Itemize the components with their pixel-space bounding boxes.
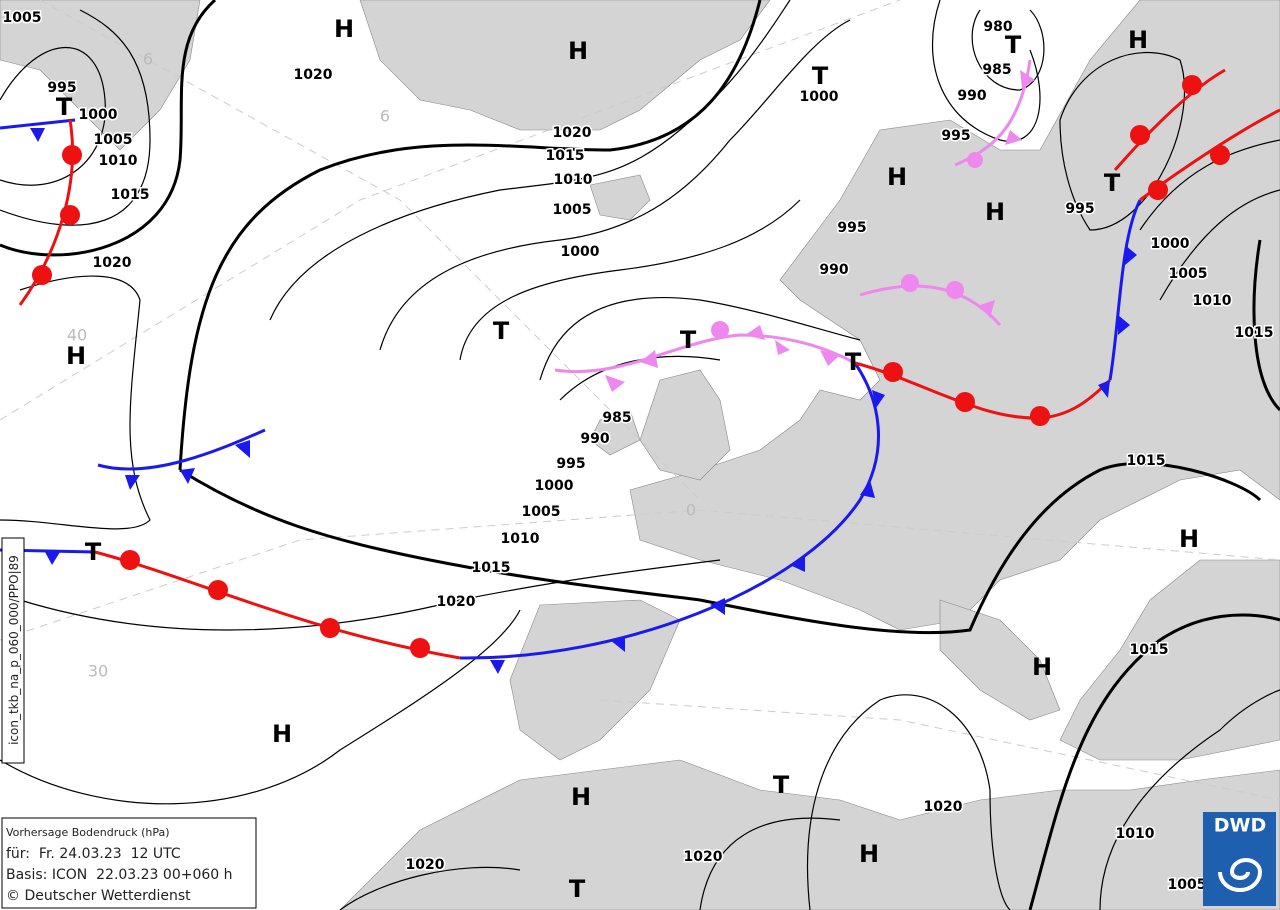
isobar-label: 1010	[1193, 293, 1232, 309]
fronts	[0, 59, 1280, 674]
isobar-label: 1005	[1168, 877, 1207, 893]
isobar-label: 1015	[546, 148, 585, 164]
isobar-label: 1005	[553, 202, 592, 218]
pressure-system: T	[1005, 31, 1022, 59]
pressure-system: T	[812, 62, 829, 90]
isobar-label: 1015	[111, 187, 150, 203]
isobar-label: 1005	[522, 504, 561, 520]
isobar-label: 1000	[79, 107, 118, 123]
pressure-system: T	[569, 875, 586, 903]
isobar-label: 1020	[93, 255, 132, 271]
isobar-label: 1000	[535, 478, 574, 494]
labels: 6640300100599510001005101010151020102010…	[1, 9, 1275, 904]
grid-label: 40	[67, 326, 87, 345]
pressure-system: H	[568, 37, 588, 65]
pressure-system: T	[56, 93, 73, 121]
pressure-system: H	[1128, 26, 1148, 54]
pressure-system: T	[845, 348, 862, 376]
logo: DWD	[1203, 812, 1276, 906]
isobar-label: 1000	[800, 89, 839, 105]
pressure-system: H	[985, 198, 1005, 226]
isobar-label: 1005	[94, 132, 133, 148]
pressure-system: T	[493, 317, 510, 345]
isobar-label: 1015	[1235, 325, 1274, 341]
isobar-label: 1020	[924, 799, 963, 815]
logo-text: DWD	[1214, 815, 1267, 837]
isobar-label: 990	[580, 431, 609, 447]
isobar-label: 1020	[684, 849, 723, 865]
isobar-label: 995	[1065, 201, 1094, 217]
pressure-system: H	[1032, 653, 1052, 681]
pressure-system: T	[680, 326, 697, 354]
legend-valid: für: Fr. 24.03.23 12 UTC	[6, 846, 181, 862]
pressure-system: T	[1104, 169, 1121, 197]
pressure-system: H	[334, 15, 354, 43]
isobar-label: 985	[982, 62, 1011, 78]
isobar-label: 985	[602, 410, 631, 426]
side-label: icon_tkb_na_p_060_000/PPO|89	[7, 555, 21, 745]
isobar-label: 990	[957, 88, 986, 104]
isobar-label: 1000	[561, 244, 600, 260]
pressure-system: T	[773, 771, 790, 799]
isobar-label: 995	[47, 80, 76, 96]
legend-basis: Basis: ICON 22.03.23 00+060 h	[6, 867, 233, 883]
grid	[0, 0, 1280, 801]
isobar-label: 995	[556, 456, 585, 472]
isobar-label: 1015	[472, 560, 511, 576]
isobar-label: 1020	[437, 594, 476, 610]
isobar-label: 1010	[501, 531, 540, 547]
legend-copyright: © Deutscher Wetterdienst	[6, 888, 191, 904]
isobar-label: 1020	[553, 125, 592, 141]
isobar-label: 1020	[406, 857, 445, 873]
isobar-label: 1015	[1127, 453, 1166, 469]
pressure-system: H	[272, 720, 292, 748]
side-label-box: icon_tkb_na_p_060_000/PPO|89	[1, 537, 25, 764]
pressure-system: T	[85, 538, 102, 566]
pressure-system: H	[571, 783, 591, 811]
isobar-label: 1010	[99, 153, 138, 169]
isobar-label: 990	[819, 262, 848, 278]
pressure-system: H	[1179, 525, 1199, 553]
isobar-label: 995	[941, 128, 970, 144]
isobar-label: 1005	[1169, 266, 1208, 282]
isobar-label: 1000	[1151, 236, 1190, 252]
legend-title: Vorhersage Bodendruck (hPa)	[6, 826, 170, 839]
isobar-label: 1005	[3, 10, 42, 26]
grid-label: 30	[88, 662, 108, 681]
pressure-system: H	[66, 342, 86, 370]
legend: Vorhersage Bodendruck (hPa) für: Fr. 24.…	[1, 817, 257, 909]
isobar-label: 1010	[554, 172, 593, 188]
pressure-system: H	[859, 840, 879, 868]
isobar-label: 1015	[1130, 642, 1169, 658]
isobar-label: 995	[837, 220, 866, 236]
isobar-label: 1020	[294, 67, 333, 83]
grid-label: 6	[380, 107, 390, 126]
isobar-label: 980	[983, 19, 1012, 35]
grid-label: 6	[143, 50, 153, 69]
grid-label: 0	[686, 501, 696, 520]
pressure-system: H	[887, 163, 907, 191]
isobar-label: 1010	[1116, 826, 1155, 842]
